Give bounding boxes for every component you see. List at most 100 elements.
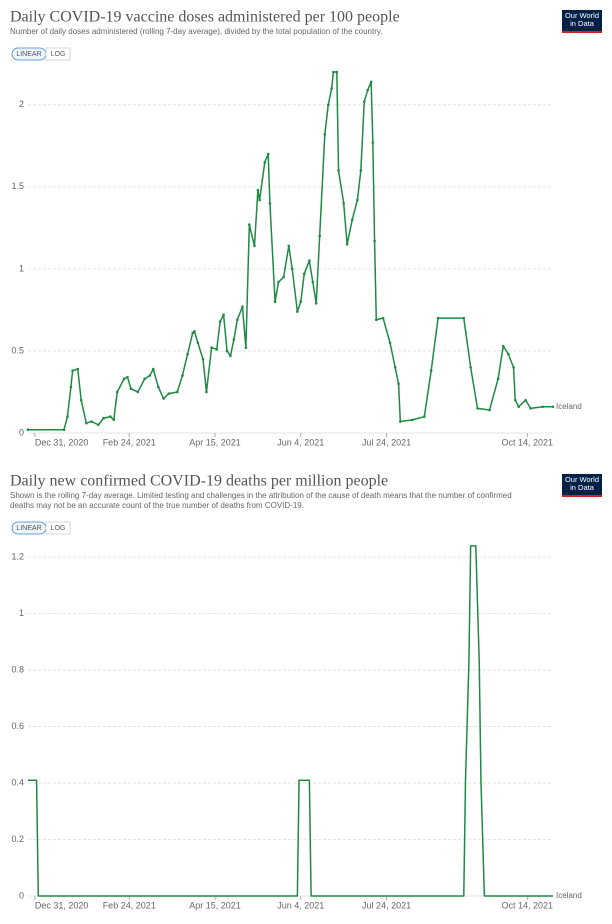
data-point	[524, 398, 527, 402]
x-tick-label: Dec 31, 2020	[35, 900, 89, 910]
data-point	[330, 87, 333, 90]
data-point	[462, 316, 466, 320]
chart-subtitle: Number of daily doses administered (roll…	[10, 27, 383, 36]
data-point	[263, 160, 267, 164]
data-point	[371, 141, 375, 144]
data-point	[181, 374, 184, 377]
data-point	[337, 169, 340, 172]
data-point	[225, 349, 229, 353]
y-tick-label: 0.2	[11, 834, 24, 844]
data-point	[512, 366, 515, 369]
y-tick-label: 0.4	[11, 777, 24, 787]
scale-button[interactable]	[45, 521, 71, 535]
scale-button[interactable]	[45, 47, 71, 61]
y-tick-label: 1	[19, 608, 24, 618]
data-point	[541, 405, 545, 409]
x-tick-label: Oct 14, 2021	[501, 900, 553, 910]
data-point	[122, 377, 126, 381]
data-point	[258, 198, 261, 202]
data-point	[102, 416, 105, 420]
y-tick-label: 1.2	[11, 551, 24, 561]
data-point	[299, 300, 303, 304]
data-point	[388, 341, 392, 345]
data-point	[399, 420, 402, 423]
data-point	[97, 423, 100, 427]
data-point	[332, 70, 335, 74]
data-point	[66, 415, 69, 418]
data-point	[314, 302, 318, 305]
data-point	[210, 346, 213, 349]
x-tick-label: Feb 24, 2021	[103, 437, 156, 447]
data-point	[397, 382, 400, 386]
data-point	[311, 280, 315, 284]
data-point	[381, 316, 385, 320]
x-tick-label: Jun 4, 2021	[277, 900, 324, 910]
x-tick-label: Jul 24, 2021	[362, 900, 411, 910]
x-tick-label: Apr 15, 2021	[189, 900, 241, 910]
data-point	[507, 352, 510, 356]
data-point	[115, 390, 119, 394]
data-point	[62, 428, 66, 432]
chart-title: Daily COVID-19 vaccine doses administere…	[10, 9, 400, 26]
data-point	[551, 405, 555, 409]
data-point	[167, 392, 170, 395]
data-point	[71, 369, 74, 372]
data-point	[335, 70, 339, 74]
scale-button-label[interactable]: LINEAR	[16, 525, 41, 532]
x-tick-label: Apr 15, 2021	[189, 437, 241, 447]
y-tick-label: 1.5	[11, 181, 24, 191]
y-tick-label: 0.6	[11, 721, 24, 731]
data-point	[241, 305, 244, 308]
data-point	[157, 385, 160, 389]
y-tick-label: 0	[19, 890, 24, 900]
data-point	[175, 390, 179, 394]
data-point	[287, 244, 291, 248]
data-point	[90, 420, 93, 423]
data-point	[69, 385, 73, 389]
data-point	[369, 80, 373, 84]
series-line	[28, 545, 553, 897]
scale-button-label[interactable]: LOG	[51, 51, 66, 58]
scale-button-label[interactable]: LOG	[51, 525, 66, 532]
data-point	[411, 418, 414, 422]
x-tick-label: Dec 31, 2020	[35, 437, 89, 447]
data-point	[109, 415, 112, 418]
data-point	[323, 133, 327, 136]
logo-stripe	[562, 31, 602, 33]
data-point	[345, 242, 349, 246]
data-point	[148, 374, 152, 377]
x-tick-label: Oct 14, 2021	[501, 437, 553, 447]
y-tick-label: 2	[19, 99, 24, 109]
data-point	[191, 331, 195, 335]
data-point	[186, 352, 189, 356]
data-point	[201, 357, 205, 361]
scale-button-label[interactable]: LINEAR	[16, 51, 41, 58]
data-point	[393, 366, 397, 369]
data-point	[236, 318, 239, 322]
data-point	[215, 348, 219, 351]
data-point	[513, 398, 517, 402]
data-point	[79, 398, 83, 402]
series-line	[28, 71, 553, 431]
data-point	[205, 390, 208, 394]
data-point	[282, 275, 285, 279]
data-point	[273, 300, 277, 304]
data-point	[143, 377, 146, 381]
data-point	[218, 320, 222, 323]
data-point	[476, 407, 479, 410]
data-point	[423, 415, 426, 418]
data-point	[126, 375, 129, 379]
data-point	[436, 316, 440, 320]
data-point	[162, 397, 165, 400]
data-point	[222, 313, 225, 317]
data-point	[429, 369, 433, 372]
data-point	[374, 318, 378, 322]
y-tick-label: 1	[19, 263, 24, 273]
data-point	[302, 272, 306, 276]
data-point	[359, 169, 363, 172]
data-point	[373, 239, 376, 243]
logo-text: Our World	[565, 475, 599, 484]
data-point	[26, 428, 30, 432]
